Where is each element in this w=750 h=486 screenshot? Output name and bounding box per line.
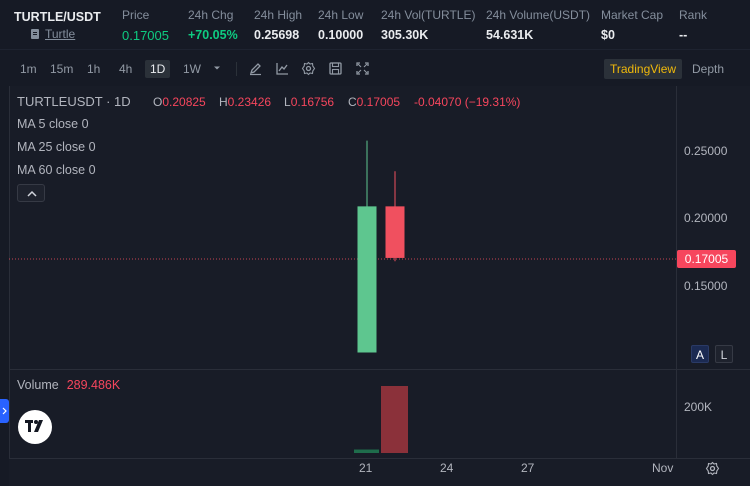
ohlc-low: L0.16756 — [284, 95, 335, 109]
tradingview-logo[interactable] — [18, 410, 52, 444]
time-tick: Nov — [652, 461, 674, 475]
fullscreen-icon[interactable] — [355, 61, 370, 76]
save-icon[interactable] — [328, 61, 343, 76]
toolbar-divider — [236, 62, 237, 76]
volume-label: Volume — [17, 378, 59, 392]
time-tick: 27 — [521, 461, 535, 475]
indicator-chart-icon[interactable] — [275, 61, 290, 76]
stat-24h-vol-base: 24h Vol(TURTLE) 305.30K — [381, 8, 476, 42]
sidebar-expand-handle[interactable] — [0, 399, 9, 423]
tradingview-tab[interactable]: TradingView — [604, 59, 683, 79]
candle-body — [385, 206, 405, 258]
volume-bar — [354, 449, 379, 453]
interval-1m[interactable]: 1m — [20, 62, 37, 76]
auto-scale-button[interactable]: A — [691, 345, 709, 363]
caret-down-icon[interactable] — [212, 63, 222, 73]
candle-body — [357, 206, 377, 353]
pair-name[interactable]: Turtle — [45, 27, 76, 41]
stat-price: Price 0.17005 — [122, 8, 169, 43]
ohlc-open: O0.20825 — [153, 95, 206, 109]
chevron-up-icon — [27, 190, 37, 197]
gear-icon[interactable] — [301, 61, 316, 76]
interval-1d[interactable]: 1D — [145, 60, 171, 78]
volume-legend: Volume 289.486K — [17, 378, 120, 392]
ohlc-change: -0.04070 (−19.31%) — [414, 95, 521, 109]
stat-24h-high: 24h High 0.25698 — [254, 8, 303, 42]
interval-4h[interactable]: 4h — [119, 62, 133, 76]
interval-1h[interactable]: 1h — [87, 62, 101, 76]
collapse-legend-button[interactable] — [17, 184, 45, 202]
volume-bar — [381, 386, 408, 453]
stat-24h-vol-quote: 24h Volume(USDT) 54.631K — [486, 8, 591, 42]
interval-1w[interactable]: 1W — [183, 62, 201, 76]
price-tick: 0.20000 — [684, 211, 728, 225]
symbol-interval: TURTLEUSDT · 1D — [17, 94, 131, 109]
ma25-legend[interactable]: MA 25 close 0 — [17, 140, 96, 154]
document-icon — [31, 29, 39, 39]
tradingview-logo-icon — [25, 420, 43, 432]
interval-15m[interactable]: 15m — [50, 62, 74, 76]
pane-divider[interactable] — [9, 369, 750, 370]
pair-symbol[interactable]: TURTLE/USDT — [14, 10, 101, 24]
volume-axis-tick: 200K — [684, 400, 713, 414]
volume-value: 289.486K — [66, 378, 121, 392]
market-stats-header: TURTLE/USDT Turtle Price 0.17005 24h Chg… — [0, 0, 750, 49]
stat-24h-low: 24h Low 0.10000 — [318, 8, 364, 42]
stat-rank: Rank -- — [679, 8, 708, 42]
log-scale-button[interactable]: L — [715, 345, 733, 363]
price-tick: 0.25000 — [684, 144, 728, 158]
ohlc-close: C0.17005 — [348, 95, 401, 109]
pair-name-link[interactable]: Turtle — [30, 27, 75, 41]
chart-area[interactable] — [9, 86, 750, 486]
time-tick: 21 — [359, 461, 373, 475]
stat-market-cap: Market Cap $0 — [601, 8, 664, 42]
chart-legend-title: TURTLEUSDT · 1D — [17, 94, 131, 109]
stat-24h-change: 24h Chg +70.05% — [188, 8, 238, 42]
price-tick: 0.15000 — [684, 279, 728, 293]
time-tick: 24 — [440, 461, 454, 475]
chevron-right-icon — [2, 407, 7, 415]
depth-tab[interactable]: Depth — [692, 62, 725, 76]
time-axis-border — [9, 458, 750, 459]
chart-settings-icon[interactable] — [705, 461, 720, 476]
chart-left-border — [9, 86, 10, 459]
draw-pen-icon[interactable] — [248, 61, 263, 76]
ma5-legend[interactable]: MA 5 close 0 — [17, 117, 89, 131]
ma60-legend[interactable]: MA 60 close 0 — [17, 163, 96, 177]
price-axis-border — [676, 86, 677, 459]
price-value: 0.17005 — [122, 28, 169, 43]
last-price-label: 0.17005 — [677, 250, 736, 268]
chart-toolbar: 1m 15m 1h 4h 1D 1W TradingView Depth — [0, 49, 750, 86]
ohlc-high: H0.23426 — [219, 95, 272, 109]
